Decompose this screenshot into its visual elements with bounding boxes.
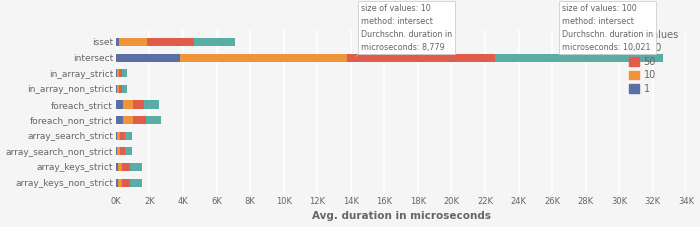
Bar [130, 179, 141, 187]
Bar [116, 85, 117, 93]
Bar [116, 147, 117, 155]
Bar [116, 54, 180, 62]
Bar [120, 132, 125, 140]
Bar [148, 38, 195, 46]
Text: size of values: 10
method: intersect
Durchschn. duration in
microseconds: 8,779: size of values: 10 method: intersect Dur… [360, 4, 452, 52]
Bar [134, 116, 146, 124]
Bar [123, 116, 134, 124]
Bar [123, 100, 132, 109]
Bar [122, 85, 127, 93]
Bar [116, 38, 119, 46]
Bar [118, 179, 122, 187]
Bar [120, 69, 122, 77]
Bar [120, 85, 122, 93]
Text: size of values: 100
method: intersect
Durchschn. duration in
microseconds: 10,02: size of values: 100 method: intersect Du… [562, 4, 653, 52]
Bar [117, 147, 120, 155]
Bar [132, 100, 144, 109]
Bar [116, 116, 123, 124]
Bar [119, 38, 148, 46]
Bar [495, 54, 663, 62]
Bar [116, 69, 117, 77]
Bar [130, 163, 141, 171]
Legend: 100, 50, 10, 1: 100, 50, 10, 1 [610, 27, 682, 97]
Bar [117, 69, 120, 77]
Bar [116, 132, 117, 140]
Bar [116, 100, 123, 109]
Bar [195, 38, 235, 46]
Bar [120, 147, 125, 155]
X-axis label: Avg. duration in microseconds: Avg. duration in microseconds [312, 211, 491, 222]
Bar [122, 69, 127, 77]
Bar [347, 54, 495, 62]
Bar [117, 85, 120, 93]
Bar [125, 147, 132, 155]
Bar [125, 132, 132, 140]
Bar [180, 54, 347, 62]
Bar [122, 179, 130, 187]
Bar [116, 179, 118, 187]
Bar [117, 132, 120, 140]
Bar [116, 163, 118, 171]
Bar [144, 100, 159, 109]
Bar [118, 163, 122, 171]
Bar [122, 163, 130, 171]
Bar [146, 116, 160, 124]
